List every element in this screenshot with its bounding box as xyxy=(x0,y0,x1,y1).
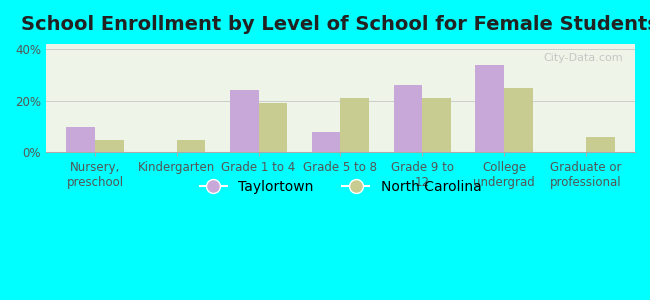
Title: School Enrollment by Level of School for Female Students: School Enrollment by Level of School for… xyxy=(21,15,650,34)
Legend: Taylortown, North Carolina: Taylortown, North Carolina xyxy=(194,175,487,200)
Bar xyxy=(177,140,205,152)
Bar xyxy=(259,103,287,152)
Bar xyxy=(230,90,259,152)
Bar xyxy=(504,88,533,152)
Bar xyxy=(586,137,614,152)
Bar xyxy=(66,127,95,152)
Bar xyxy=(394,85,422,152)
Bar xyxy=(341,98,369,152)
Bar xyxy=(312,132,341,152)
Bar xyxy=(475,64,504,152)
Text: City-Data.com: City-Data.com xyxy=(543,52,623,63)
Bar xyxy=(95,140,124,152)
Bar xyxy=(422,98,451,152)
